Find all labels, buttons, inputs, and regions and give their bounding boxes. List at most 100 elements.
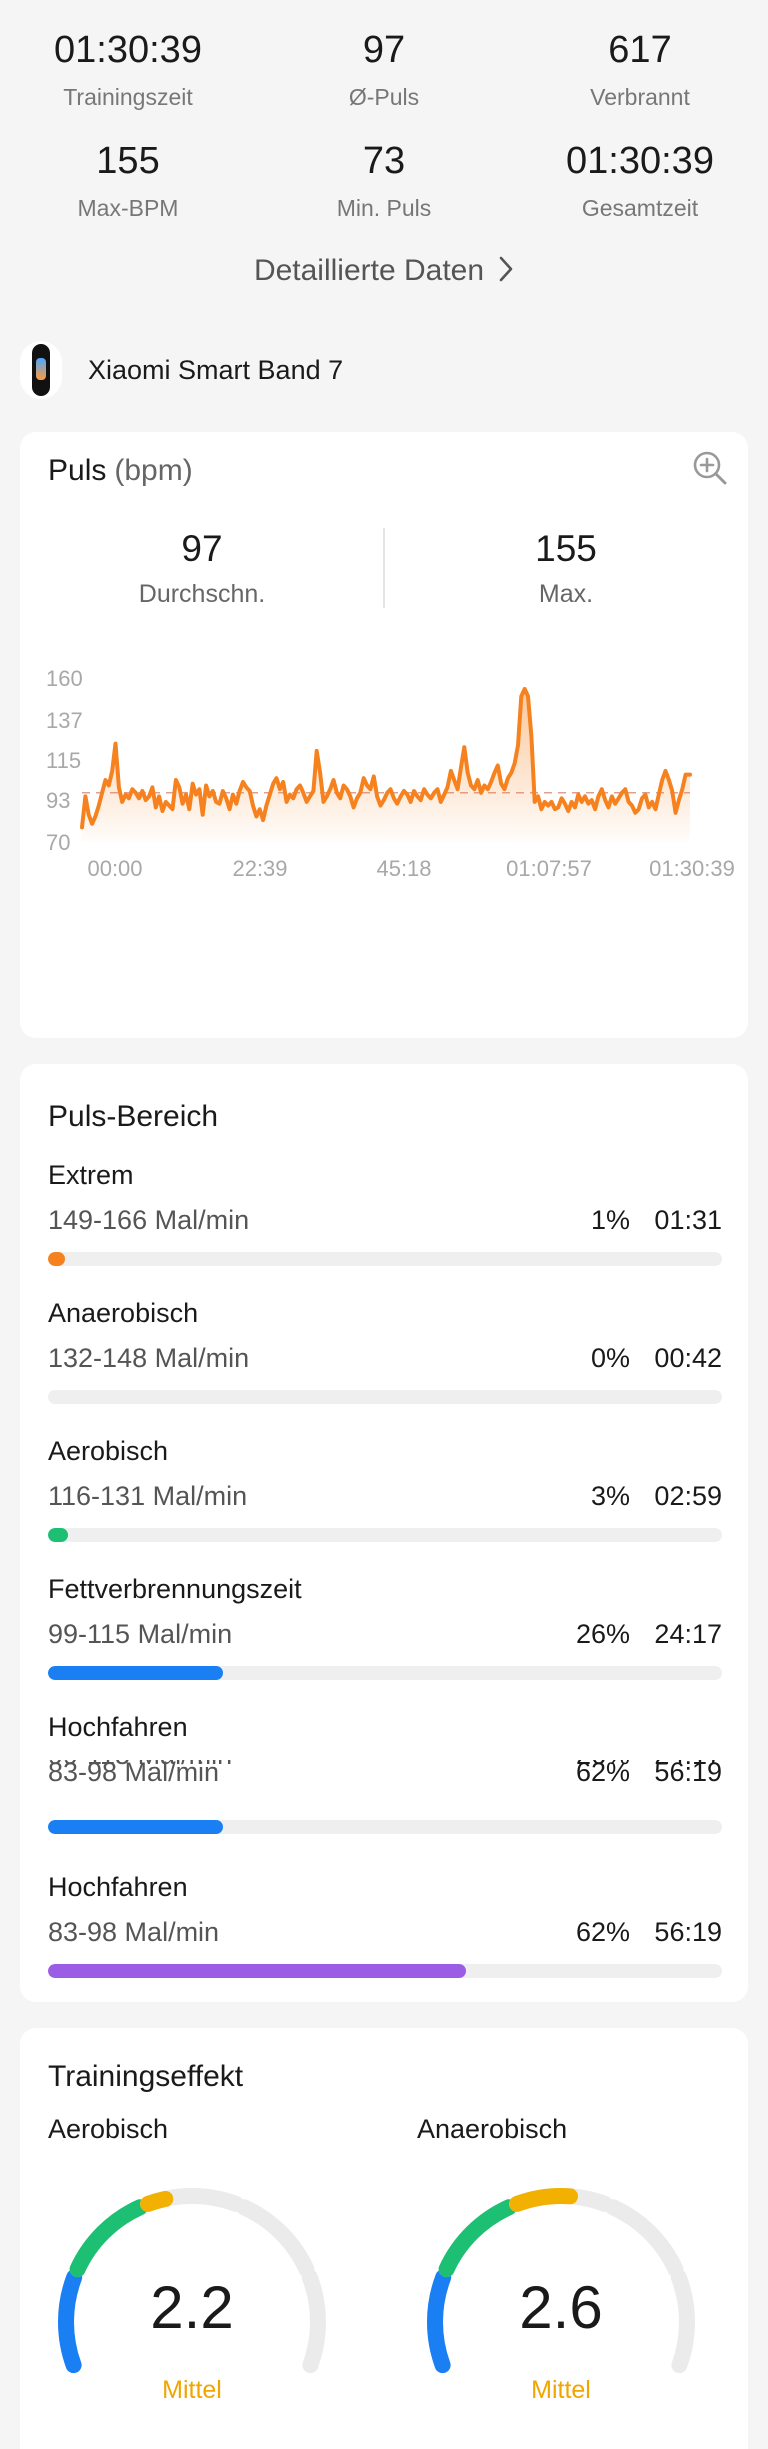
zone-progress-fill xyxy=(48,1666,224,1680)
stat-label: Gesamtzeit xyxy=(581,194,699,221)
zone-progress-track xyxy=(48,1528,722,1542)
zone-row-extreme[interactable]: Extrem 149-166 Mal/min 1% 01:31 xyxy=(48,1160,722,1266)
gauge-segment xyxy=(670,2269,695,2374)
x-tick-label: 01:30:39 xyxy=(649,856,735,881)
stat-value: 97 xyxy=(362,29,406,71)
aerobic-effect-label: Aerobisch xyxy=(48,2114,169,2144)
training-effect-title: Trainingseffekt xyxy=(48,2060,244,2093)
avg-pulse-value: 97 xyxy=(181,528,223,569)
zone-name: Anaerobisch xyxy=(48,1298,199,1328)
zone-progress-track xyxy=(48,1390,722,1404)
heart-rate-card: Puls (bpm) 97 Durchschn. 155 Max. 160 137 1… xyxy=(20,432,748,1038)
detailed-data-link[interactable]: Detaillierte Daten xyxy=(0,254,768,291)
zone-range: 116-131 Mal/min xyxy=(48,1481,248,1511)
device-row[interactable]: Xiaomi Smart Band 7 xyxy=(20,338,343,402)
stat-label: Max-BPM xyxy=(77,194,179,221)
aerobic-effect[interactable]: Aerobisch 2.2 Mittel xyxy=(48,2114,378,2404)
zone-time: 00:42 xyxy=(654,1343,722,1373)
stat-label: Ø-Puls xyxy=(348,83,420,110)
heart-rate-summary: 97 Durchschn. 155 Max. xyxy=(20,528,748,609)
chevron-right-icon xyxy=(498,255,514,291)
stat-calories: 617 Verbrannt xyxy=(512,29,768,111)
y-tick-label: 93 xyxy=(46,788,70,813)
gauge-segment-fill xyxy=(58,2269,83,2374)
device-name: Xiaomi Smart Band 7 xyxy=(88,354,344,385)
zone-time: 02:59 xyxy=(654,1481,722,1511)
anaerobic-effect-label: Anaerobisch xyxy=(417,2114,568,2144)
zone-progress-track xyxy=(48,1252,722,1266)
x-tick-label: 45:18 xyxy=(376,856,431,881)
summary-divider xyxy=(383,528,385,608)
smart-band-icon xyxy=(20,341,62,399)
zone-row-fat-burn[interactable]: Fettverbrennungszeit 99-115 Mal/min 26% 24… xyxy=(48,1574,722,1680)
y-tick-label: 115 xyxy=(46,748,81,773)
stat-min-pulse: 73 Min. Puls xyxy=(256,139,512,222)
stat-label: Verbrannt xyxy=(590,83,690,110)
zone-range: 149-166 Mal/min xyxy=(48,1205,250,1235)
zone-percent: 26% xyxy=(575,1619,630,1649)
zone-row-warmup[interactable]: Hochfahren 83-98 Mal/min 62% 56:19 xyxy=(48,1872,722,1978)
gauge-segment xyxy=(605,2199,684,2278)
gauge-segment-fill xyxy=(69,2199,148,2278)
zone-name: Hochfahren xyxy=(48,1712,188,1742)
anaerobic-gauge: 2.6 Mittel xyxy=(427,2187,695,2404)
zoom-in-icon[interactable] xyxy=(690,448,730,488)
zone-progress-track xyxy=(48,1666,722,1680)
zone-range: 83-98 Mal/min xyxy=(48,1917,220,1947)
zone-range: 83-98 Mal/min xyxy=(48,1757,220,1787)
zone-time: 24:17 xyxy=(630,1760,722,1771)
zone-name: Hochfahren xyxy=(48,1872,188,1902)
stat-training-time: 01:30:39 Trainingszeit xyxy=(0,29,256,111)
zone-time: 56:19 xyxy=(654,1917,722,1947)
y-tick-label: 160 xyxy=(46,666,83,691)
aerobic-gauge: 2.2 Mittel xyxy=(58,2188,326,2404)
zone-name: Aerobisch xyxy=(48,1436,169,1466)
zone-percent: 1% xyxy=(590,1205,630,1235)
stat-value: 01:30:39 xyxy=(566,139,714,182)
x-tick-label: 00:00 xyxy=(87,856,142,881)
max-pulse-block: 155 Max. xyxy=(384,528,748,609)
max-pulse-label: Max. xyxy=(538,580,594,608)
heart-rate-area xyxy=(82,688,690,842)
y-tick-label: 137 xyxy=(46,708,83,733)
gauge-segment xyxy=(236,2199,315,2278)
stat-value: 01:30:39 xyxy=(54,29,202,71)
zone-progress-fill xyxy=(48,1820,224,1834)
zone-row-aerobic[interactable]: Aerobisch 116-131 Mal/min 3% 02:59 xyxy=(48,1436,722,1542)
y-tick-label: 70 xyxy=(46,830,70,855)
gauge-segment xyxy=(301,2269,326,2374)
zone-progress-fill xyxy=(48,1252,65,1266)
anaerobic-effect[interactable]: Anaerobisch 2.6 Mittel xyxy=(417,2114,747,2404)
x-tick-label: 01:07:57 xyxy=(506,856,592,881)
zone-row-warmup-overlap[interactable]: Hochfahren 83-98 Mal/min 62% 56:19 xyxy=(48,1712,722,1788)
training-effect-card: Trainingseffekt Aerobisch 2.2 Mittel Ana… xyxy=(20,2028,748,2449)
stat-label: Trainingszeit xyxy=(63,83,193,110)
zone-progress-track xyxy=(48,1964,722,1978)
stat-value: 73 xyxy=(362,139,406,182)
stat-value: 617 xyxy=(608,29,672,71)
heart-rate-zones-card: Puls-Bereich Extrem 149-166 Mal/min 1% 01:… xyxy=(20,1064,748,2002)
heart-rate-series-line xyxy=(80,686,692,830)
zone-percent: 0% xyxy=(590,1343,630,1373)
stat-label: Min. Puls xyxy=(336,194,432,221)
stat-avg-pulse: 97 Ø-Puls xyxy=(256,29,512,111)
zone-row-anaerobic[interactable]: Anaerobisch 132-148 Mal/min 0% 00:42 xyxy=(48,1298,722,1404)
zone-name: Extrem xyxy=(48,1160,134,1190)
avg-pulse-block: 97 Durchschn. xyxy=(20,528,384,609)
heart-rate-chart[interactable]: 160 137 115 93 70 00:00 22:39 45:18 01:07:57 01:… xyxy=(20,654,748,944)
heart-rate-title: Puls (bpm) xyxy=(48,454,193,488)
anaerobic-effect-value: 2.6 xyxy=(519,2274,602,2341)
gauge-segment-fill xyxy=(438,2199,517,2278)
zone-progress-fill xyxy=(48,1528,69,1542)
zone-progress-fill xyxy=(48,1964,466,1978)
zone-range: 132-148 Mal/min xyxy=(48,1343,250,1373)
stat-total-time: 01:30:39 Gesamtzeit xyxy=(512,139,768,222)
zone-percent: 62% xyxy=(575,1917,630,1947)
zone-overlap-bar xyxy=(48,1820,722,1834)
detailed-data-label: Detaillierte Daten xyxy=(253,254,485,287)
anaerobic-effect-level: Mittel xyxy=(531,2376,591,2404)
x-tick-label: 22:39 xyxy=(232,856,287,881)
zone-percent: 26% xyxy=(540,1760,630,1771)
aerobic-effect-level: Mittel xyxy=(162,2376,222,2404)
zone-percent: 3% xyxy=(590,1481,630,1511)
